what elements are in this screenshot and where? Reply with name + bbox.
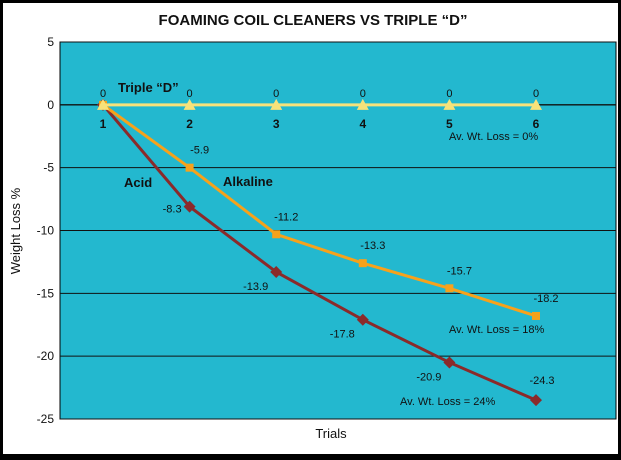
- series-line-square: [102, 103, 537, 318]
- y-tick-label: -25: [37, 412, 55, 426]
- data-labels: 0 0 0 0 0 0 -5.9 -11.2 -13.3 -15.7 -18.2 -8.3 -13.9 -…: [100, 88, 559, 387]
- data-point-square: [185, 163, 194, 172]
- annotation-acid: Av. Wt. Loss = 24%: [400, 396, 495, 408]
- y-tick-label: -20: [37, 349, 55, 363]
- data-label: -13.9: [243, 281, 268, 293]
- data-label: -18.2: [533, 293, 558, 305]
- data-point-diamond: [443, 356, 456, 369]
- annotation-alkaline: Av. Wt. Loss = 18%: [449, 324, 544, 336]
- series-label-alkaline: Alkaline: [223, 174, 273, 189]
- data-point-square: [272, 230, 281, 239]
- data-label: 0: [360, 88, 366, 100]
- data-point-triangle: [183, 98, 196, 110]
- data-point-triangle: [97, 98, 109, 110]
- data-label: -11.2: [274, 211, 298, 223]
- data-point-square: [445, 284, 454, 293]
- x-tick-label: 5: [446, 117, 453, 131]
- data-label: -15.7: [447, 265, 472, 277]
- series-label-acid: Acid: [124, 175, 152, 190]
- data-label: 0: [446, 88, 452, 100]
- y-tick-label: -5: [43, 161, 54, 175]
- y-tick-label: -15: [37, 286, 55, 300]
- chart-svg: 5 0 -5 -10 -15 -20 -25 1 2 3 4 5 6 0 0 0 0 0 0 -5.9 -11.2 -…: [8, 12, 617, 441]
- data-label: 0: [273, 88, 279, 100]
- data-point-triangle: [270, 98, 283, 110]
- y-tick-label: -10: [37, 224, 55, 238]
- data-label: -5.9: [190, 145, 209, 157]
- x-tick-label: 4: [359, 117, 366, 131]
- y-tick-labels: 5 0 -5 -10 -15 -20 -25: [37, 35, 55, 426]
- data-label: -8.3: [163, 204, 182, 216]
- data-label: 0: [187, 88, 193, 100]
- series-line-diamond: [101, 103, 537, 402]
- y-tick-label: 5: [47, 35, 54, 49]
- data-point-diamond: [183, 200, 196, 213]
- data-point-diamond: [356, 313, 369, 326]
- x-tick-label: 6: [533, 117, 540, 131]
- data-label: -13.3: [360, 240, 385, 252]
- x-axis-label: Trials: [315, 426, 347, 441]
- y-axis-label: Weight Loss %: [8, 187, 23, 274]
- annotation-triple-d: Av. Wt. Loss = 0%: [449, 131, 538, 143]
- data-label: -20.9: [416, 371, 441, 383]
- data-label: -17.8: [330, 329, 355, 341]
- data-point-diamond: [270, 265, 283, 278]
- x-tick-label: 2: [186, 117, 193, 131]
- x-tick-label: 3: [273, 117, 280, 131]
- data-point-square: [358, 259, 367, 268]
- data-point-triangle: [443, 98, 456, 110]
- chart-title: FOAMING COIL CLEANERS VS TRIPLE “D”: [159, 12, 468, 29]
- data-point-diamond: [530, 394, 542, 407]
- data-point-triangle: [530, 98, 542, 110]
- data-label: 0: [100, 88, 106, 100]
- series-label-triple-d: Triple “D”: [118, 80, 179, 95]
- data-point-square: [532, 311, 540, 320]
- data-point-triangle: [356, 98, 369, 110]
- y-tick-label: 0: [47, 98, 54, 112]
- x-tick-label: 1: [100, 117, 107, 131]
- data-label: -24.3: [529, 375, 554, 387]
- series-group: [97, 98, 542, 407]
- x-tick-labels: 1 2 3 4 5 6: [100, 117, 540, 131]
- data-label: 0: [533, 88, 539, 100]
